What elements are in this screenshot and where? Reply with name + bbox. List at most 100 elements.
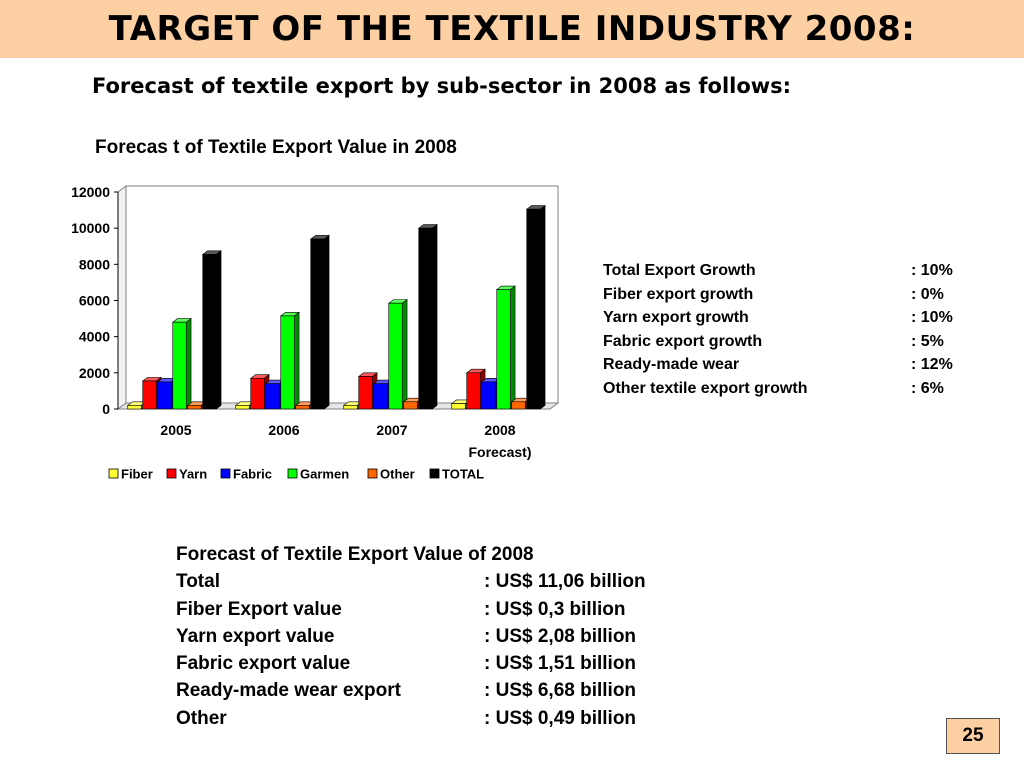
- bar-fabric-3: [481, 381, 496, 410]
- bar-other-2: [403, 401, 418, 410]
- legend-label-yarn: Yarn: [179, 467, 207, 482]
- bar-fiber-2: [343, 405, 358, 410]
- growth-row: Fabric export growth : 5%: [603, 330, 953, 354]
- y-tick-label: 2000: [79, 365, 110, 381]
- bar-yarn-0: [142, 380, 157, 410]
- forecast-label: Yarn export value: [176, 625, 335, 647]
- legend-label-fabric: Fabric: [233, 467, 272, 482]
- bar-total-3: [526, 208, 541, 410]
- forecast-value: : US$ 0,3 billion: [484, 598, 626, 620]
- legend-swatch-garmen: [287, 468, 298, 479]
- forecast-label: Other: [176, 707, 227, 729]
- forecast-label: Total: [176, 571, 220, 593]
- bar-total-3-side: [539, 204, 546, 410]
- legend-swatch-other: [367, 468, 378, 479]
- growth-label: Fiber export growth: [603, 285, 754, 303]
- forecast-label: Ready-made wear export: [176, 680, 401, 702]
- growth-label: Ready-made wear: [603, 356, 740, 373]
- bar-garmen-2: [388, 302, 403, 410]
- y-tick-label: 8000: [79, 256, 110, 272]
- legend-swatch-fabric: [220, 468, 231, 479]
- legend-swatch-total: [429, 468, 440, 479]
- legend-swatch-fiber: [108, 468, 119, 479]
- x-tick-line: 2006: [268, 422, 299, 438]
- forecast-value: : US$ 0,49 billion: [484, 707, 637, 729]
- bar-yarn-1: [250, 377, 265, 410]
- bar-garmen-0: [172, 321, 187, 410]
- bar-total-0: [202, 254, 217, 410]
- growth-row: Total Export Growth : 10%: [603, 259, 953, 283]
- bar-fiber-1: [235, 405, 250, 410]
- growth-row: Fiber export growth : 0%: [603, 283, 953, 307]
- growth-targets: Total Export Growth : 10% Fiber export g…: [603, 259, 953, 400]
- bar-fabric-2: [373, 383, 388, 410]
- y-tick-label: 6000: [79, 293, 110, 309]
- bar-total-0-side: [215, 250, 222, 410]
- slide-title: TARGET OF THE TEXTILE INDUSTRY 2008:: [108, 9, 916, 49]
- growth-label: Yarn export growth: [603, 309, 749, 326]
- x-tick-label: 2008 Forecast): [468, 422, 531, 460]
- forecast-value: : US$ 6,68 billion: [484, 680, 637, 702]
- growth-value: : 5%: [911, 332, 944, 350]
- growth-row: Yarn export growth : 10%: [603, 306, 953, 330]
- x-tick-label: 2006: [268, 422, 299, 438]
- forecast-heading: Forecast of Textile Export Value of 2008: [176, 544, 534, 565]
- bar-garmen-1-side: [293, 311, 300, 410]
- bar-garmen-1: [280, 315, 295, 410]
- title-bar: TARGET OF THE TEXTILE INDUSTRY 2008:: [0, 0, 1024, 58]
- x-tick-line: Forecast): [468, 444, 531, 460]
- bar-fiber-0: [127, 405, 142, 410]
- growth-label: Fabric export growth: [603, 332, 763, 350]
- growth-value: : 6%: [911, 379, 944, 397]
- forecast-values: Forecast of Textile Export Value of 2008…: [176, 541, 646, 732]
- bar-other-0: [187, 405, 202, 410]
- page-number: 25: [946, 718, 1000, 754]
- forecast-value: : US$ 1,51 billion: [484, 653, 637, 675]
- forecast-row: Yarn export value : US$ 2,08 billion: [176, 623, 646, 650]
- x-tick-label: 2007: [376, 422, 407, 438]
- chart-title: Forecas t of Textile Export Value in 200…: [95, 137, 457, 158]
- growth-value: : 12%: [911, 356, 953, 373]
- growth-label: Other textile export growth: [603, 379, 808, 397]
- forecast-row: Total : US$ 11,06 billion: [176, 568, 646, 595]
- bar-garmen-3: [496, 289, 511, 410]
- bar-total-1: [310, 238, 325, 410]
- growth-label: Total Export Growth: [603, 262, 756, 279]
- legend-label-fiber: Fiber: [121, 467, 153, 482]
- forecast-value: : US$ 2,08 billion: [484, 625, 637, 647]
- y-tick-label: 10000: [71, 220, 110, 236]
- forecast-row: Fiber Export value : US$ 0,3 billion: [176, 596, 646, 623]
- y-tick-label: 4000: [79, 329, 110, 345]
- forecast-row: Other : US$ 0,49 billion: [176, 705, 646, 732]
- legend-label-other: Other: [380, 467, 415, 482]
- forecast-label: Fiber Export value: [176, 598, 342, 620]
- growth-row: Ready-made wear : 12%: [603, 353, 953, 377]
- growth-value: : 10%: [911, 309, 953, 326]
- growth-value: : 0%: [911, 285, 944, 303]
- x-tick-line: 2005: [160, 422, 191, 438]
- forecast-row: Fabric export value : US$ 1,51 billion: [176, 650, 646, 677]
- x-tick-line: 2008: [484, 422, 515, 438]
- legend-label-total: TOTAL: [442, 467, 484, 482]
- x-tick-line: 2007: [376, 422, 407, 438]
- bar-fabric-0: [157, 381, 172, 410]
- forecast-row: Ready-made wear export : US$ 6,68 billio…: [176, 677, 646, 704]
- bar-total-2: [418, 227, 433, 410]
- bar-total-2-side: [431, 223, 438, 410]
- growth-row: Other textile export growth : 6%: [603, 377, 953, 401]
- y-tick-label: 0: [102, 401, 110, 417]
- slide-subtitle: Forecast of textile export by sub-sector…: [92, 74, 792, 98]
- bar-yarn-2: [358, 376, 373, 410]
- bar-garmen-0-side: [185, 318, 192, 410]
- bar-fabric-1: [265, 383, 280, 410]
- forecast-value: : US$ 11,06 billion: [484, 571, 646, 593]
- x-tick-label: 2005: [160, 422, 191, 438]
- bar-fiber-3: [451, 403, 466, 410]
- bar-total-1-side: [323, 234, 330, 410]
- y-tick-label: 12000: [71, 184, 110, 200]
- bar-garmen-3-side: [509, 285, 516, 410]
- bar-yarn-3: [466, 372, 481, 410]
- growth-value: : 10%: [911, 262, 953, 279]
- forecast-label: Fabric export value: [176, 653, 351, 675]
